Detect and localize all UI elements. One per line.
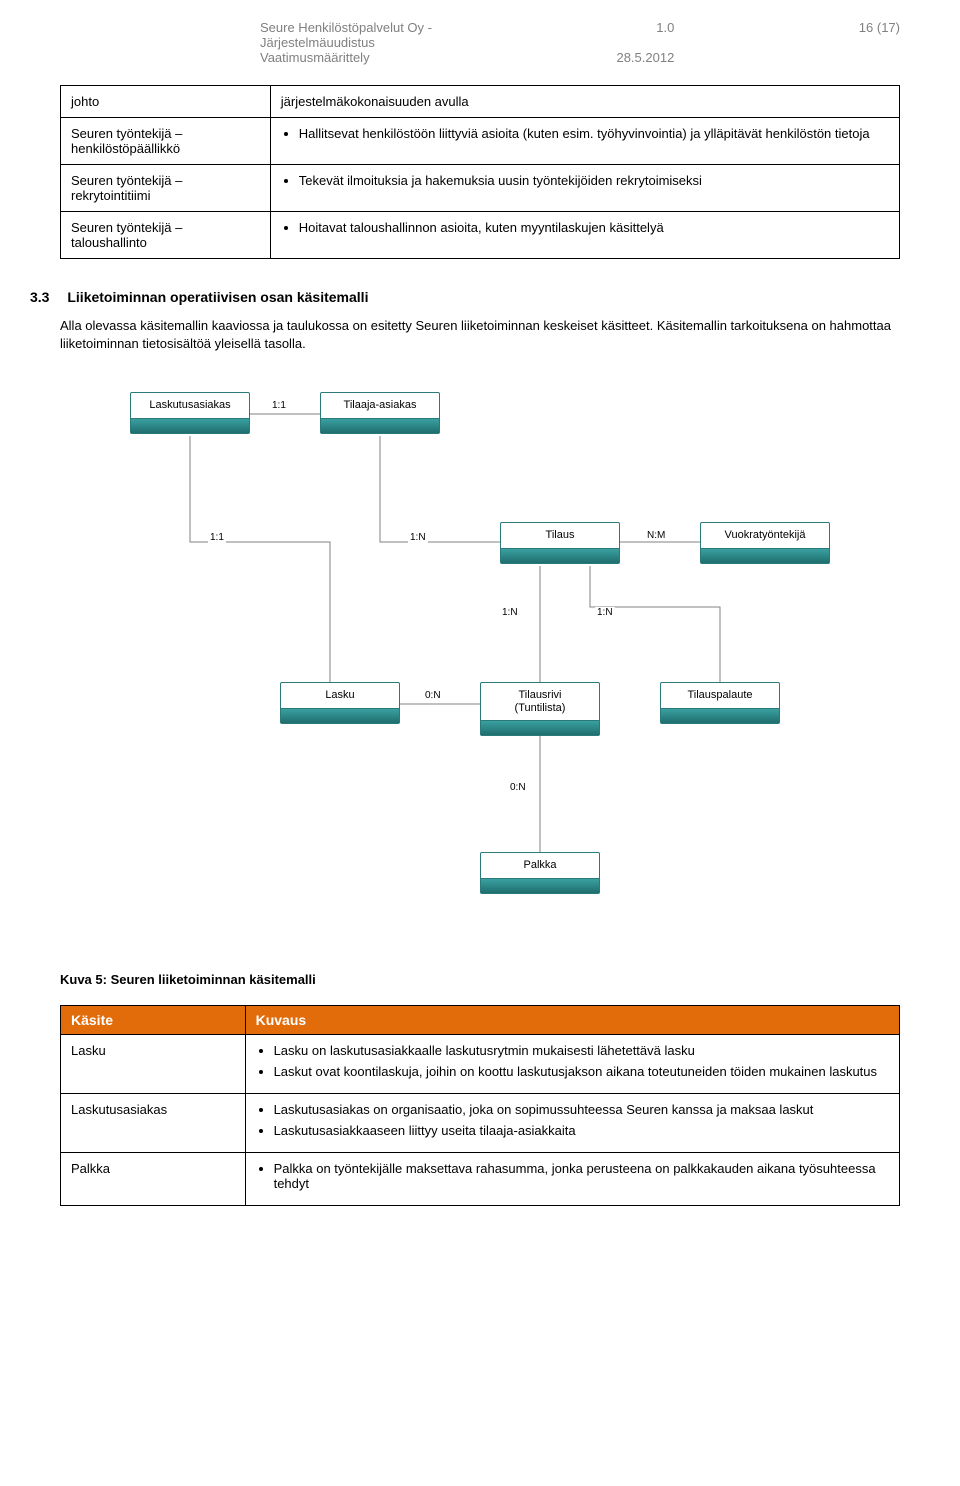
table-row: Seuren työntekijä – henkilöstöpäällikkö H…: [61, 118, 900, 165]
section-title: Liiketoiminnan operatiivisen osan käsite…: [67, 289, 368, 305]
list-item: Lasku on laskutusasiakkaalle laskutusryt…: [274, 1043, 889, 1058]
cardinality-label: 1:N: [408, 532, 428, 543]
entity-label: Laskutusasiakas: [131, 393, 249, 419]
role-desc: Tekevät ilmoituksia ja hakemuksia uusin …: [270, 165, 899, 212]
entity-footer: [281, 709, 399, 723]
header-org: Seure Henkilöstöpalvelut Oy -: [260, 20, 432, 35]
list-item: Palkka on työntekijälle maksettava rahas…: [274, 1161, 889, 1191]
concept-name: Palkka: [61, 1153, 246, 1206]
entity-tilaaja: Tilaaja-asiakas: [320, 392, 440, 434]
concept-name: Lasku: [61, 1035, 246, 1094]
section-num: 3.3: [30, 289, 49, 305]
table-row: Seuren työntekijä – rekrytointitiimi Teke…: [61, 165, 900, 212]
role-desc: järjestelmäkokonaisuuden avulla: [270, 86, 899, 118]
concept-diagram: Laskutusasiakas Tilaaja-asiakas Tilaus Vuok…: [100, 382, 860, 942]
list-item: Laskutusasiakkaaseen liittyy useita tila…: [274, 1123, 889, 1138]
edge: [190, 436, 330, 682]
entity-footer: [131, 419, 249, 433]
table-row: Palkka Palkka on työntekijälle maksettava…: [61, 1153, 900, 1206]
role-name: Seuren työntekijä – henkilöstöpäällikkö: [61, 118, 271, 165]
entity-palkka: Palkka: [480, 852, 600, 894]
entity-laskutusasiakas: Laskutusasiakas: [130, 392, 250, 434]
cardinality-label: 1:N: [500, 607, 520, 618]
concept-desc: Lasku on laskutusasiakkaalle laskutusryt…: [245, 1035, 899, 1094]
entity-footer: [501, 549, 619, 563]
table-row: Seuren työntekijä – taloushallinto Hoitav…: [61, 212, 900, 259]
entity-tilausrivi: Tilausrivi (Tuntilista): [480, 682, 600, 736]
list-item: Laskutusasiakas on organisaatio, joka on…: [274, 1102, 889, 1117]
cardinality-label: 0:N: [508, 782, 528, 793]
entity-footer: [321, 419, 439, 433]
role-name: Seuren työntekijä – taloushallinto: [61, 212, 271, 259]
entity-label: Tilauspalaute: [661, 683, 779, 709]
section-para: Alla olevassa käsitemallin kaaviossa ja …: [60, 317, 900, 352]
cardinality-label: 1:1: [208, 532, 226, 543]
entity-label: Tilaaja-asiakas: [321, 393, 439, 419]
cardinality-label: 0:N: [423, 690, 443, 701]
entity-footer: [701, 549, 829, 563]
entity-footer: [481, 721, 599, 735]
concept-name: Laskutusasiakas: [61, 1094, 246, 1153]
entity-lasku: Lasku: [280, 682, 400, 724]
roles-table: johtojärjestelmäkokonaisuuden avullaSeur…: [60, 85, 900, 259]
doc-header: Seure Henkilöstöpalvelut Oy - Järjestelm…: [260, 20, 900, 65]
role-desc: Hoitavat taloushallinnon asioita, kuten …: [270, 212, 899, 259]
header-version: 1.0: [616, 20, 674, 35]
figure-caption: Kuva 5: Seuren liiketoiminnan käsitemall…: [60, 972, 900, 987]
concepts-head-1: Käsite: [61, 1006, 246, 1035]
cardinality-label: N:M: [645, 530, 667, 541]
entity-tilaus: Tilaus: [500, 522, 620, 564]
role-name: johto: [61, 86, 271, 118]
entity-label: Lasku: [281, 683, 399, 709]
list-item: Hoitavat taloushallinnon asioita, kuten …: [299, 220, 889, 235]
list-item: Hallitsevat henkilöstöön liittyviä asioi…: [299, 126, 889, 141]
entity-footer: [661, 709, 779, 723]
concepts-head-2: Kuvaus: [245, 1006, 899, 1035]
edge: [380, 436, 500, 542]
table-row: johtojärjestelmäkokonaisuuden avulla: [61, 86, 900, 118]
list-item: Laskut ovat koontilaskuja, joihin on koo…: [274, 1064, 889, 1079]
table-row: Lasku Lasku on laskutusasiakkaalle laskut…: [61, 1035, 900, 1094]
cardinality-label: 1:1: [270, 400, 288, 411]
entity-label: Palkka: [481, 853, 599, 879]
header-date: 28.5.2012: [616, 50, 674, 65]
section-heading: 3.3 Liiketoiminnan operatiivisen osan kä…: [30, 289, 900, 305]
entity-footer: [481, 879, 599, 893]
concept-desc: Laskutusasiakas on organisaatio, joka on…: [245, 1094, 899, 1153]
role-name: Seuren työntekijä – rekrytointitiimi: [61, 165, 271, 212]
header-page: 16 (17): [859, 20, 900, 35]
role-desc: Hallitsevat henkilöstöön liittyviä asioi…: [270, 118, 899, 165]
table-row: Laskutusasiakas Laskutusasiakas on organi…: [61, 1094, 900, 1153]
entity-label: Tilaus: [501, 523, 619, 549]
entity-tilauspalaute: Tilauspalaute: [660, 682, 780, 724]
entity-label: Vuokratyöntekijä: [701, 523, 829, 549]
header-proj: Järjestelmäuudistus: [260, 35, 432, 50]
edge: [590, 566, 720, 682]
list-item: Tekevät ilmoituksia ja hakemuksia uusin …: [299, 173, 889, 188]
entity-vuokra: Vuokratyöntekijä: [700, 522, 830, 564]
cardinality-label: 1:N: [595, 607, 615, 618]
entity-label: Tilausrivi (Tuntilista): [481, 683, 599, 721]
header-doc: Vaatimusmäärittely: [260, 50, 432, 65]
concept-desc: Palkka on työntekijälle maksettava rahas…: [245, 1153, 899, 1206]
concepts-table: Käsite Kuvaus Lasku Lasku on laskutusasia…: [60, 1005, 900, 1206]
